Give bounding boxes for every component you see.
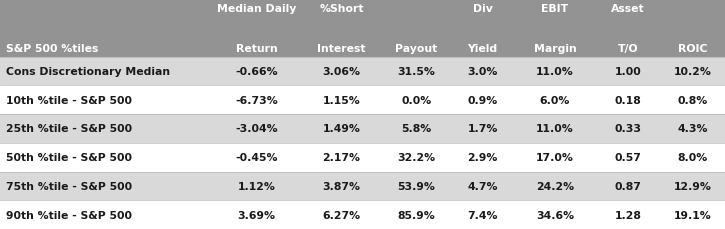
Text: T/O: T/O <box>618 44 638 54</box>
Bar <box>0 172 725 200</box>
Text: 17.0%: 17.0% <box>536 153 574 162</box>
Text: 6.0%: 6.0% <box>540 95 571 105</box>
Text: 1.15%: 1.15% <box>323 95 360 105</box>
Text: Payout: Payout <box>395 44 437 54</box>
Text: 24.2%: 24.2% <box>536 181 574 191</box>
Text: 2.17%: 2.17% <box>323 153 360 162</box>
Bar <box>0 86 725 114</box>
Text: 4.7%: 4.7% <box>468 181 498 191</box>
Text: 1.00: 1.00 <box>615 67 642 76</box>
Text: 4.3%: 4.3% <box>677 124 708 134</box>
Text: -6.73%: -6.73% <box>235 95 278 105</box>
Text: 8.0%: 8.0% <box>678 153 708 162</box>
Text: Median Daily: Median Daily <box>217 4 297 14</box>
Text: 85.9%: 85.9% <box>397 210 435 220</box>
Text: 11.0%: 11.0% <box>536 124 574 134</box>
Text: 75th %tile - S&P 500: 75th %tile - S&P 500 <box>6 181 132 191</box>
Text: 0.9%: 0.9% <box>468 95 497 105</box>
Text: 0.57: 0.57 <box>615 153 642 162</box>
Text: 5.8%: 5.8% <box>401 124 431 134</box>
Text: S&P 500 %tiles: S&P 500 %tiles <box>6 44 98 54</box>
Text: 90th %tile - S&P 500: 90th %tile - S&P 500 <box>6 210 132 220</box>
Text: %Short: %Short <box>319 4 364 14</box>
Text: ROIC: ROIC <box>678 44 708 54</box>
Bar <box>0 0 725 57</box>
Text: 34.6%: 34.6% <box>536 210 574 220</box>
Text: 11.0%: 11.0% <box>536 67 574 76</box>
Bar <box>0 57 725 86</box>
Text: 31.5%: 31.5% <box>397 67 435 76</box>
Bar <box>0 114 725 143</box>
Text: Yield: Yield <box>468 44 497 54</box>
Text: 10.2%: 10.2% <box>674 67 711 76</box>
Text: 3.06%: 3.06% <box>323 67 360 76</box>
Text: -3.04%: -3.04% <box>235 124 278 134</box>
Text: Asset: Asset <box>611 4 645 14</box>
Text: 32.2%: 32.2% <box>397 153 435 162</box>
Text: 1.49%: 1.49% <box>323 124 360 134</box>
Text: 19.1%: 19.1% <box>674 210 711 220</box>
Text: 0.8%: 0.8% <box>678 95 708 105</box>
Text: 3.69%: 3.69% <box>238 210 276 220</box>
Text: 1.12%: 1.12% <box>238 181 276 191</box>
Text: Cons Discretionary Median: Cons Discretionary Median <box>6 67 170 76</box>
Text: Interest: Interest <box>318 44 365 54</box>
Text: 25th %tile - S&P 500: 25th %tile - S&P 500 <box>6 124 132 134</box>
Text: 1.28: 1.28 <box>615 210 642 220</box>
Text: 50th %tile - S&P 500: 50th %tile - S&P 500 <box>6 153 132 162</box>
Text: 0.33: 0.33 <box>615 124 642 134</box>
Text: 0.18: 0.18 <box>615 95 642 105</box>
Text: 53.9%: 53.9% <box>397 181 435 191</box>
Text: 0.87: 0.87 <box>615 181 642 191</box>
Text: -0.45%: -0.45% <box>235 153 278 162</box>
Text: 10th %tile - S&P 500: 10th %tile - S&P 500 <box>6 95 132 105</box>
Text: Div: Div <box>473 4 492 14</box>
Text: -0.66%: -0.66% <box>235 67 278 76</box>
Text: EBIT: EBIT <box>542 4 568 14</box>
Text: 7.4%: 7.4% <box>468 210 498 220</box>
Text: 3.0%: 3.0% <box>468 67 498 76</box>
Text: 6.27%: 6.27% <box>323 210 360 220</box>
Text: 2.9%: 2.9% <box>468 153 498 162</box>
Text: 1.7%: 1.7% <box>468 124 498 134</box>
Text: Return: Return <box>236 44 278 54</box>
Text: 12.9%: 12.9% <box>674 181 711 191</box>
Bar <box>0 143 725 172</box>
Text: 3.87%: 3.87% <box>323 181 360 191</box>
Text: 0.0%: 0.0% <box>401 95 431 105</box>
Text: Margin: Margin <box>534 44 576 54</box>
Bar <box>0 200 725 229</box>
